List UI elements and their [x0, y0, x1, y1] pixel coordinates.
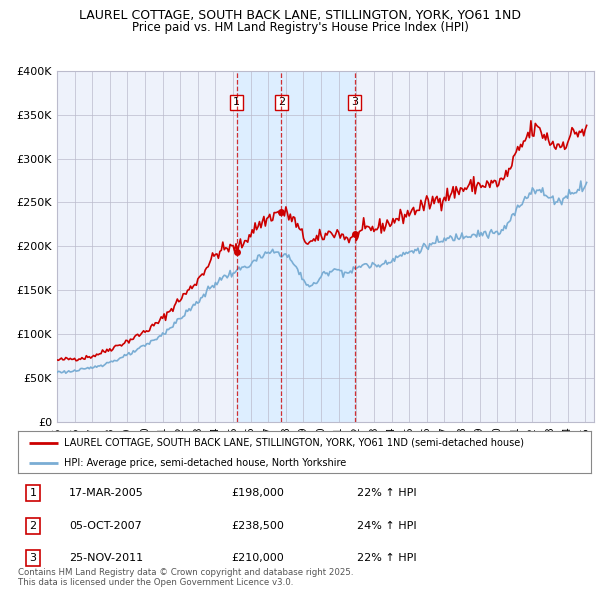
Text: LAUREL COTTAGE, SOUTH BACK LANE, STILLINGTON, YORK, YO61 1ND (semi-detached hous: LAUREL COTTAGE, SOUTH BACK LANE, STILLIN… [64, 438, 524, 448]
Text: 22% ↑ HPI: 22% ↑ HPI [357, 489, 416, 498]
Bar [281, 71, 355, 422]
Text: 2: 2 [278, 97, 285, 107]
Text: 3: 3 [29, 553, 37, 563]
Text: £198,000: £198,000 [231, 489, 284, 498]
Text: 05-OCT-2007: 05-OCT-2007 [69, 521, 142, 530]
Text: LAUREL COTTAGE, SOUTH BACK LANE, STILLINGTON, YORK, YO61 1ND: LAUREL COTTAGE, SOUTH BACK LANE, STILLIN… [79, 9, 521, 22]
Text: 2: 2 [29, 521, 37, 530]
Text: £238,500: £238,500 [231, 521, 284, 530]
Text: Contains HM Land Registry data © Crown copyright and database right 2025.: Contains HM Land Registry data © Crown c… [18, 568, 353, 576]
Text: HPI: Average price, semi-detached house, North Yorkshire: HPI: Average price, semi-detached house,… [64, 458, 346, 467]
Text: 22% ↑ HPI: 22% ↑ HPI [357, 553, 416, 563]
Text: 1: 1 [29, 489, 37, 498]
Text: 25-NOV-2011: 25-NOV-2011 [69, 553, 143, 563]
Text: 24% ↑ HPI: 24% ↑ HPI [357, 521, 416, 530]
Text: 17-MAR-2005: 17-MAR-2005 [69, 489, 144, 498]
Text: This data is licensed under the Open Government Licence v3.0.: This data is licensed under the Open Gov… [18, 578, 293, 587]
Text: 1: 1 [233, 97, 240, 107]
Bar [237, 71, 281, 422]
Text: 3: 3 [351, 97, 358, 107]
Text: Price paid vs. HM Land Registry's House Price Index (HPI): Price paid vs. HM Land Registry's House … [131, 21, 469, 34]
Text: £210,000: £210,000 [231, 553, 284, 563]
